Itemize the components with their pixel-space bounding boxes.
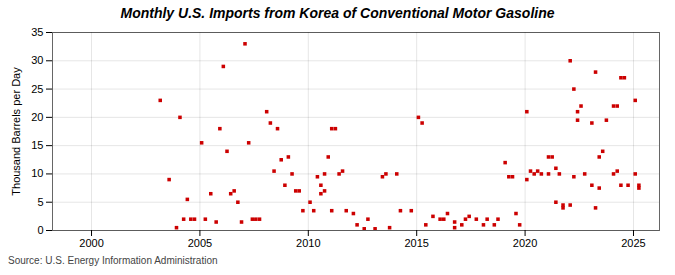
svg-text:2020: 2020 [513,237,537,249]
svg-text:2025: 2025 [621,237,645,249]
svg-text:Thousand Barrels per Day: Thousand Barrels per Day [10,67,22,196]
svg-text:20: 20 [31,111,43,123]
svg-text:2005: 2005 [188,237,212,249]
svg-text:35: 35 [31,26,43,38]
svg-text:2000: 2000 [79,237,103,249]
svg-text:10: 10 [31,167,43,179]
svg-text:2010: 2010 [296,237,320,249]
svg-text:25: 25 [31,83,43,95]
html-text:Monthly U.S. Imports from Kore: Monthly U.S. Imports from Korea of Conve… [120,5,555,21]
svg-text:5: 5 [37,196,43,208]
svg-text:30: 30 [31,54,43,66]
html-text:Source: U.S. Energy Informatio: Source: U.S. Energy Information Administ… [8,255,218,266]
svg-text:2015: 2015 [404,237,428,249]
svg-text:15: 15 [31,139,43,151]
svg-text:0: 0 [37,224,43,236]
